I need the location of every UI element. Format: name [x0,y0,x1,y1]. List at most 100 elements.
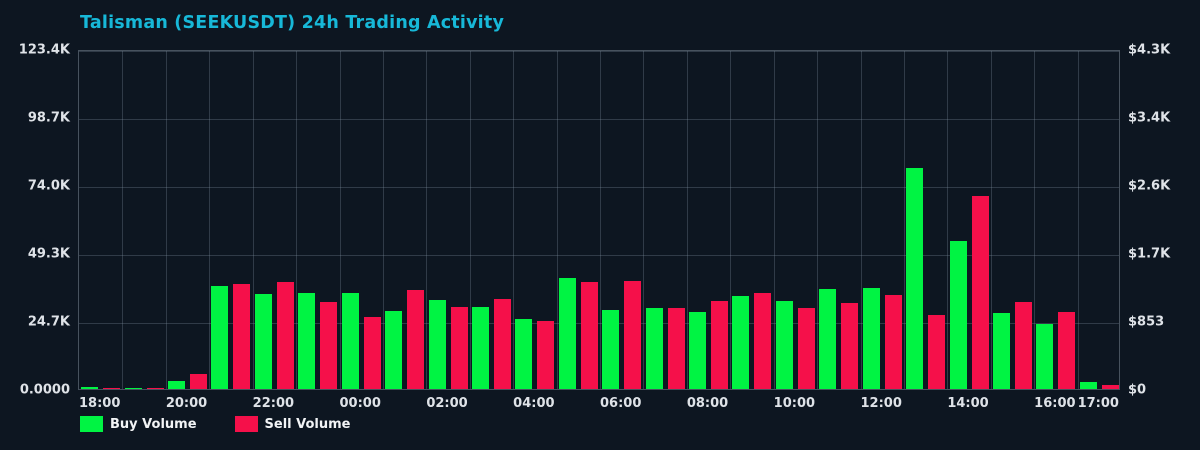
buy-bar [211,285,229,389]
y-axis-tick-left: 123.4K [18,42,70,58]
x-axis-tick: 22:00 [252,396,295,411]
y-axis-tick-right: $2.6K [1128,178,1171,194]
sell-bar [754,293,772,389]
buy-bar [819,288,837,389]
legend-item-buy: Buy Volume [80,416,197,432]
gridline-v [903,51,905,389]
y-axis-tick-left: 24.7K [27,314,70,330]
buy-bar [558,278,576,389]
y-axis-tick-right: $1.7K [1128,246,1171,262]
x-axis-tick: 18:00 [79,396,121,411]
gridline-h [79,255,1119,256]
gridline-v [165,51,167,389]
legend-label-sell: Sell Volume [264,416,351,432]
buy-bar [254,293,272,389]
x-axis-tick: 06:00 [600,396,642,411]
buy-bar [689,311,707,389]
sell-bar [103,387,121,389]
x-axis-tick: 04:00 [513,396,555,411]
sell-bar [407,290,425,389]
gridline-h [79,323,1119,324]
sell-bar [146,387,164,389]
legend: Buy Volume Sell Volume [80,416,351,432]
sell-bar [971,196,989,389]
buy-bar [862,288,880,389]
buy-bar [732,296,750,389]
gridline-v [339,51,341,389]
x-axis-tick: 10:00 [773,396,816,411]
sell-bar [320,301,338,389]
buy-bar [471,306,489,389]
gridline-v [686,51,688,389]
y-axis-tick-left: 98.7K [27,110,70,126]
sell-bar [537,320,555,389]
x-axis-tick: 08:00 [686,396,729,411]
buy-bar [81,387,99,389]
buy-bar [298,293,316,389]
gridline-v [730,51,732,389]
gridline-v [296,51,298,389]
sell-bar [1101,384,1119,389]
y-axis-tick-right: $3.4K [1128,110,1171,126]
gridline-v [469,51,471,389]
x-axis-tick: 00:00 [339,396,381,411]
buy-bar [645,308,663,389]
buy-bar [992,312,1010,389]
y-axis-tick-right: $853 [1128,314,1165,330]
x-axis-tick: 02:00 [426,396,468,411]
x-axis-tick: 16:00 [1034,396,1076,411]
sell-bar [493,298,511,389]
sell-bar [928,314,946,389]
sell-bar [624,281,642,389]
gridline-v [1034,51,1036,389]
buy-bar [602,309,620,389]
buy-bar [124,387,142,389]
gridline-v [947,51,949,389]
sell-bar [841,303,859,389]
x-axis-tick: 12:00 [860,396,902,411]
chart-title: Talisman (SEEKUSDT) 24h Trading Activity [80,13,505,33]
legend-label-buy: Buy Volume [110,416,197,432]
sell-bar [363,316,381,389]
buy-bar [168,381,186,389]
gridline-h [79,187,1119,188]
y-axis-tick-left: 0.0000 [19,382,70,398]
sell-bar [580,281,598,389]
gridline-v [513,51,515,389]
y-axis-tick-right: $0 [1128,382,1147,398]
gridline-v [252,51,254,389]
gridline-v [209,51,211,389]
y-axis-tick-right: $4.3K [1128,42,1171,58]
buy-bar [1036,323,1054,389]
gridline-v [122,51,124,389]
y-axis-tick-left: 49.3K [27,246,70,262]
buy-bar [515,319,533,389]
gridline-v [990,51,992,389]
buy-bar [906,168,924,389]
gridline-h [79,51,1119,52]
gridline-v [426,51,428,389]
legend-item-sell: Sell Volume [234,416,351,432]
gridline-v [817,51,819,389]
buy-bar [775,300,793,389]
sell-bar [797,308,815,389]
buy-bar [1079,382,1097,389]
sell-volume-swatch [234,416,258,432]
gridline-h [79,119,1119,120]
gridline-v [382,51,384,389]
sell-bar [276,281,294,389]
buy-bar [385,310,403,389]
gridline-v [773,51,775,389]
sell-bar [190,374,208,389]
sell-bar [667,308,685,389]
sell-bar [450,306,468,389]
sell-bar [711,301,729,389]
sell-bar [1014,301,1032,389]
buy-volume-swatch [80,416,103,432]
buy-bar [341,293,359,389]
x-axis-tick: 20:00 [165,396,208,411]
gridline-v [1077,51,1079,389]
sell-bar [884,294,902,389]
gridline-v [556,51,558,389]
y-axis-tick-left: 74.0K [27,178,70,194]
